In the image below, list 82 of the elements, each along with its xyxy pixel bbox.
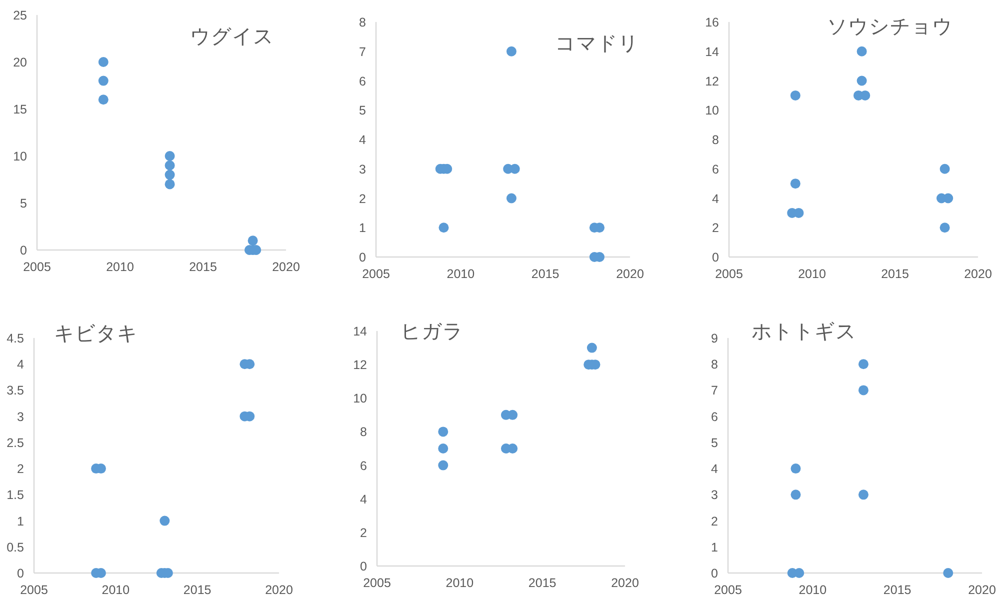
y-tick-label: 10 [353,392,368,406]
y-tick-label: 6 [712,162,720,176]
y-tick-label: 0 [359,250,366,264]
x-tick-label: 2005 [715,267,743,281]
chart-title: ヒガラ [400,321,464,343]
x-tick-label: 2020 [265,583,293,596]
y-tick-label: 12 [353,358,368,372]
y-tick-label: 5 [711,436,718,450]
chart-title: ホトトギス [752,321,856,343]
y-tick-label: 2 [17,462,24,476]
x-tick-label: 2015 [183,583,212,596]
y-tick-label: 8 [359,16,366,30]
y-tick-label: 4 [359,133,366,147]
y-tick-label: 5 [20,196,28,210]
x-tick-label: 2005 [363,576,391,590]
y-tick-label: 4 [712,192,720,206]
y-tick-label: 3.5 [6,384,24,398]
x-tick-label: 2020 [616,267,644,281]
y-tick-label: 10 [13,150,28,164]
y-tick-label: 0 [17,566,24,580]
text: ウグイス [190,26,274,48]
y-tick-label: 2.5 [6,436,24,450]
y-tick-label: 25 [13,8,28,22]
y-tick-label: 3 [17,410,24,424]
y-tick-label: 6 [360,458,368,473]
x-tick-label: 2020 [611,576,639,590]
x-tick-label: 2015 [189,260,217,274]
y-tick-label: 8 [360,425,368,440]
text: コマドリ [555,33,639,55]
y-tick-label: 1 [17,514,24,528]
x-tick-label: 2010 [106,260,134,274]
y-tick-label: 1 [359,221,366,236]
y-tick-label: 6 [359,74,366,88]
x-tick-label: 2005 [20,583,48,596]
y-tick-label: 7 [711,384,718,398]
y-tick-label: 8 [711,358,718,372]
y-tick-label: 4 [360,492,368,506]
y-tick-label: 14 [353,324,368,338]
chart-title: ソウシチョウ [827,16,953,38]
y-tick-label: 4.5 [6,332,24,346]
y-tick-label: 0.5 [6,540,24,554]
y-tick-label: 0 [711,566,718,580]
y-tick-label: 9 [711,332,718,346]
y-tick-label: 1.5 [6,488,24,502]
x-tick-label: 2020 [272,260,300,274]
chart-title: キビタキ [54,323,138,345]
x-tick-label: 2010 [102,583,130,596]
y-tick-label: 2 [359,192,366,206]
x-tick-label: 2020 [964,267,992,281]
y-tick-label: 2 [360,526,368,540]
x-tick-label: 2005 [23,260,51,274]
y-tick-label: 3 [711,488,718,502]
y-tick-label: 14 [705,44,720,59]
y-tick-label: 20 [13,56,28,70]
y-tick-label: 0 [712,250,720,264]
x-tick-label: 2010 [798,267,826,281]
y-tick-label: 4 [711,462,718,476]
x-tick-label: 2010 [798,583,827,596]
y-tick-label: 7 [359,44,366,59]
y-tick-label: 6 [711,410,718,424]
y-tick-label: 10 [705,104,720,118]
y-tick-label: 1 [711,540,718,554]
y-tick-label: 16 [705,16,720,30]
x-tick-label: 2010 [446,267,475,281]
y-tick-label: 0 [360,560,368,574]
x-tick-label: 2005 [362,267,390,281]
y-tick-label: 3 [359,162,366,176]
y-tick-label: 4 [17,358,24,372]
x-tick-label: 2015 [531,267,560,281]
y-tick-label: 2 [711,514,718,528]
y-tick-label: 2 [712,221,720,236]
y-tick-label: 8 [712,133,720,147]
x-tick-label: 2020 [968,583,996,596]
x-tick-label: 2010 [446,576,474,590]
y-tick-label: 15 [13,102,28,116]
x-tick-label: 2005 [714,583,742,596]
x-tick-label: 2015 [528,576,556,590]
y-tick-label: 5 [359,104,366,118]
x-tick-label: 2015 [881,267,909,281]
x-tick-label: 2015 [883,583,912,596]
y-tick-label: 12 [705,74,720,88]
y-tick-label: 0 [20,244,28,258]
